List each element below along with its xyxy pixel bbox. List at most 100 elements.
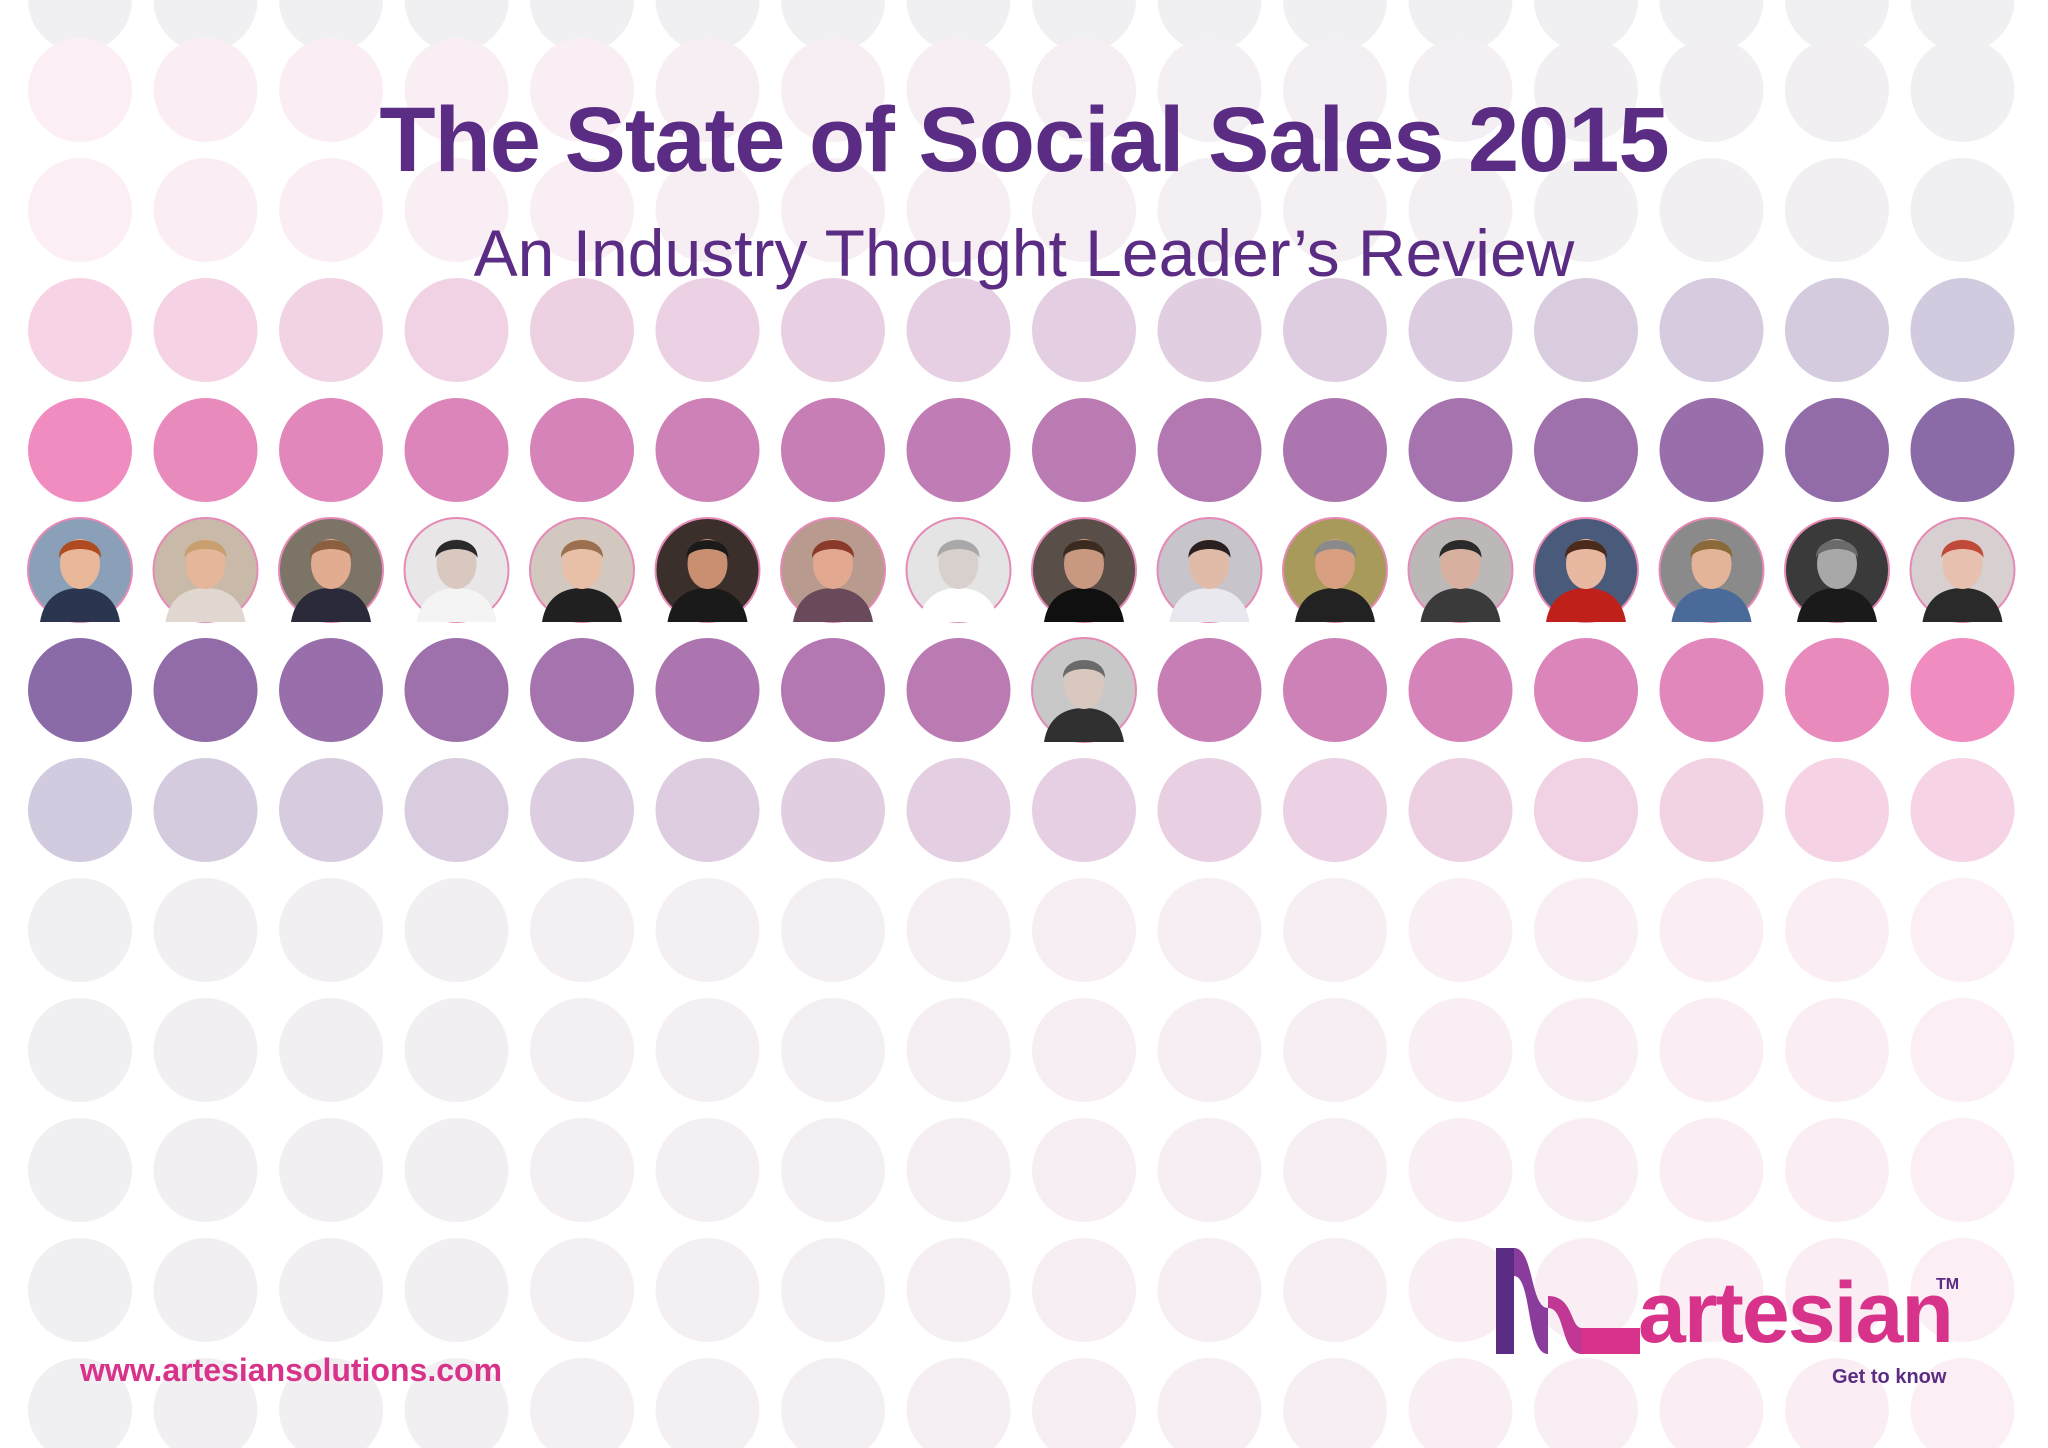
decorative-dot [1157, 998, 1262, 1102]
decorative-dot [781, 878, 885, 982]
speaker-portrait [1031, 637, 1137, 743]
decorative-dot [781, 758, 885, 862]
decorative-dot [1910, 758, 2015, 862]
decorative-dot [906, 398, 1011, 502]
decorative-dot [1157, 1118, 1262, 1222]
decorative-dot [1534, 0, 1638, 52]
decorative-dot [1408, 1358, 1513, 1448]
decorative-dot [530, 1118, 634, 1222]
decorative-dot [1032, 1358, 1136, 1448]
decorative-dot [1408, 1238, 1513, 1342]
decorative-dot [906, 0, 1011, 52]
decorative-dot [404, 1118, 509, 1222]
decorative-dot [279, 0, 383, 52]
decorative-dot [1534, 758, 1638, 862]
decorative-dot [1283, 0, 1387, 52]
speaker-portrait [1407, 517, 1514, 623]
decorative-dot [906, 998, 1011, 1102]
page-subtitle: An Industry Thought Leader’s Review [473, 216, 1575, 290]
decorative-dot [1157, 398, 1262, 502]
decorative-dot [1910, 1238, 2015, 1342]
decorative-dot [781, 638, 885, 742]
decorative-dot [28, 278, 132, 382]
decorative-dot [530, 1358, 634, 1448]
decorative-dot [404, 0, 509, 52]
decorative-dot [1910, 1118, 2015, 1222]
artesian-logo: artesian TM Get to know [1490, 1236, 1970, 1396]
decorative-dot [279, 758, 383, 862]
decorative-dot [781, 0, 885, 52]
decorative-dot [404, 878, 509, 982]
decorative-dot [1659, 0, 1764, 52]
decorative-dot [1032, 1238, 1136, 1342]
decorative-dot [1408, 998, 1513, 1102]
decorative-dot [1659, 398, 1764, 502]
decorative-dot [1910, 998, 2015, 1102]
decorative-dot [404, 758, 509, 862]
website-link[interactable]: www.artesiansolutions.com [80, 1352, 503, 1388]
decorative-dot [279, 878, 383, 982]
decorative-dot [1408, 398, 1513, 502]
decorative-dot [1534, 878, 1638, 982]
decorative-dot [404, 1358, 509, 1448]
speaker-portrait [152, 517, 259, 623]
speaker-portrait [1909, 517, 2016, 623]
decorative-dot [153, 1238, 258, 1342]
decorative-dot [1910, 398, 2015, 502]
decorative-dot [655, 1358, 760, 1448]
decorative-dot [153, 758, 258, 862]
decorative-dot [279, 278, 383, 382]
decorative-dot [404, 1238, 509, 1342]
decorative-dot [28, 758, 132, 862]
decorative-dot [906, 158, 1011, 262]
decorative-dot [404, 38, 509, 142]
speaker-portrait [403, 517, 510, 623]
decorative-dot [655, 638, 760, 742]
decorative-dot [530, 1238, 634, 1342]
speaker-portrait [1282, 517, 1388, 623]
logo-wordmark: artesian [1638, 1265, 1954, 1361]
decorative-dot [655, 38, 760, 142]
decorative-dot [781, 1238, 885, 1342]
decorative-dot [1157, 0, 1262, 52]
decorative-dot [1157, 1358, 1262, 1448]
speaker-portrait [529, 517, 635, 623]
decorative-dot [781, 158, 885, 262]
decorative-dot [1785, 158, 1889, 262]
decorative-dot [655, 0, 760, 52]
decorative-dot [1283, 878, 1387, 982]
decorative-dot [1785, 398, 1889, 502]
decorative-dot [781, 1358, 885, 1448]
decorative-dot [655, 1238, 760, 1342]
decorative-dot [1534, 638, 1638, 742]
decorative-dot [1157, 1238, 1262, 1342]
decorative-dot [279, 1358, 383, 1448]
decorative-dot [1659, 158, 1764, 262]
decorative-dot [655, 398, 760, 502]
decorative-dot [1534, 38, 1638, 142]
decorative-dot [1910, 38, 2015, 142]
decorative-dot [906, 1118, 1011, 1222]
decorative-dot [1157, 278, 1262, 382]
decorative-dot [1785, 1358, 1889, 1448]
decorative-dot [1283, 638, 1387, 742]
decorative-dot [153, 398, 258, 502]
decorative-dot [1534, 1358, 1638, 1448]
decorative-dot [1283, 758, 1387, 862]
decorative-dot [781, 38, 885, 142]
speaker-portrait [278, 517, 384, 623]
decorative-dot [655, 278, 760, 382]
decorative-dot [28, 1358, 132, 1448]
logo-tagline: Get to know [1832, 1366, 1947, 1388]
decorative-dot [906, 758, 1011, 862]
page-title: The State of Social Sales 2015 [379, 89, 1669, 191]
decorative-dot [781, 398, 885, 502]
decorative-dot [153, 0, 258, 52]
decorative-dot [655, 1118, 760, 1222]
decorative-dot [1283, 1118, 1387, 1222]
decorative-dot [530, 758, 634, 862]
decorative-dot [530, 398, 634, 502]
decorative-dot [1785, 998, 1889, 1102]
speaker-portrait [1031, 517, 1137, 623]
decorative-dot [404, 638, 509, 742]
